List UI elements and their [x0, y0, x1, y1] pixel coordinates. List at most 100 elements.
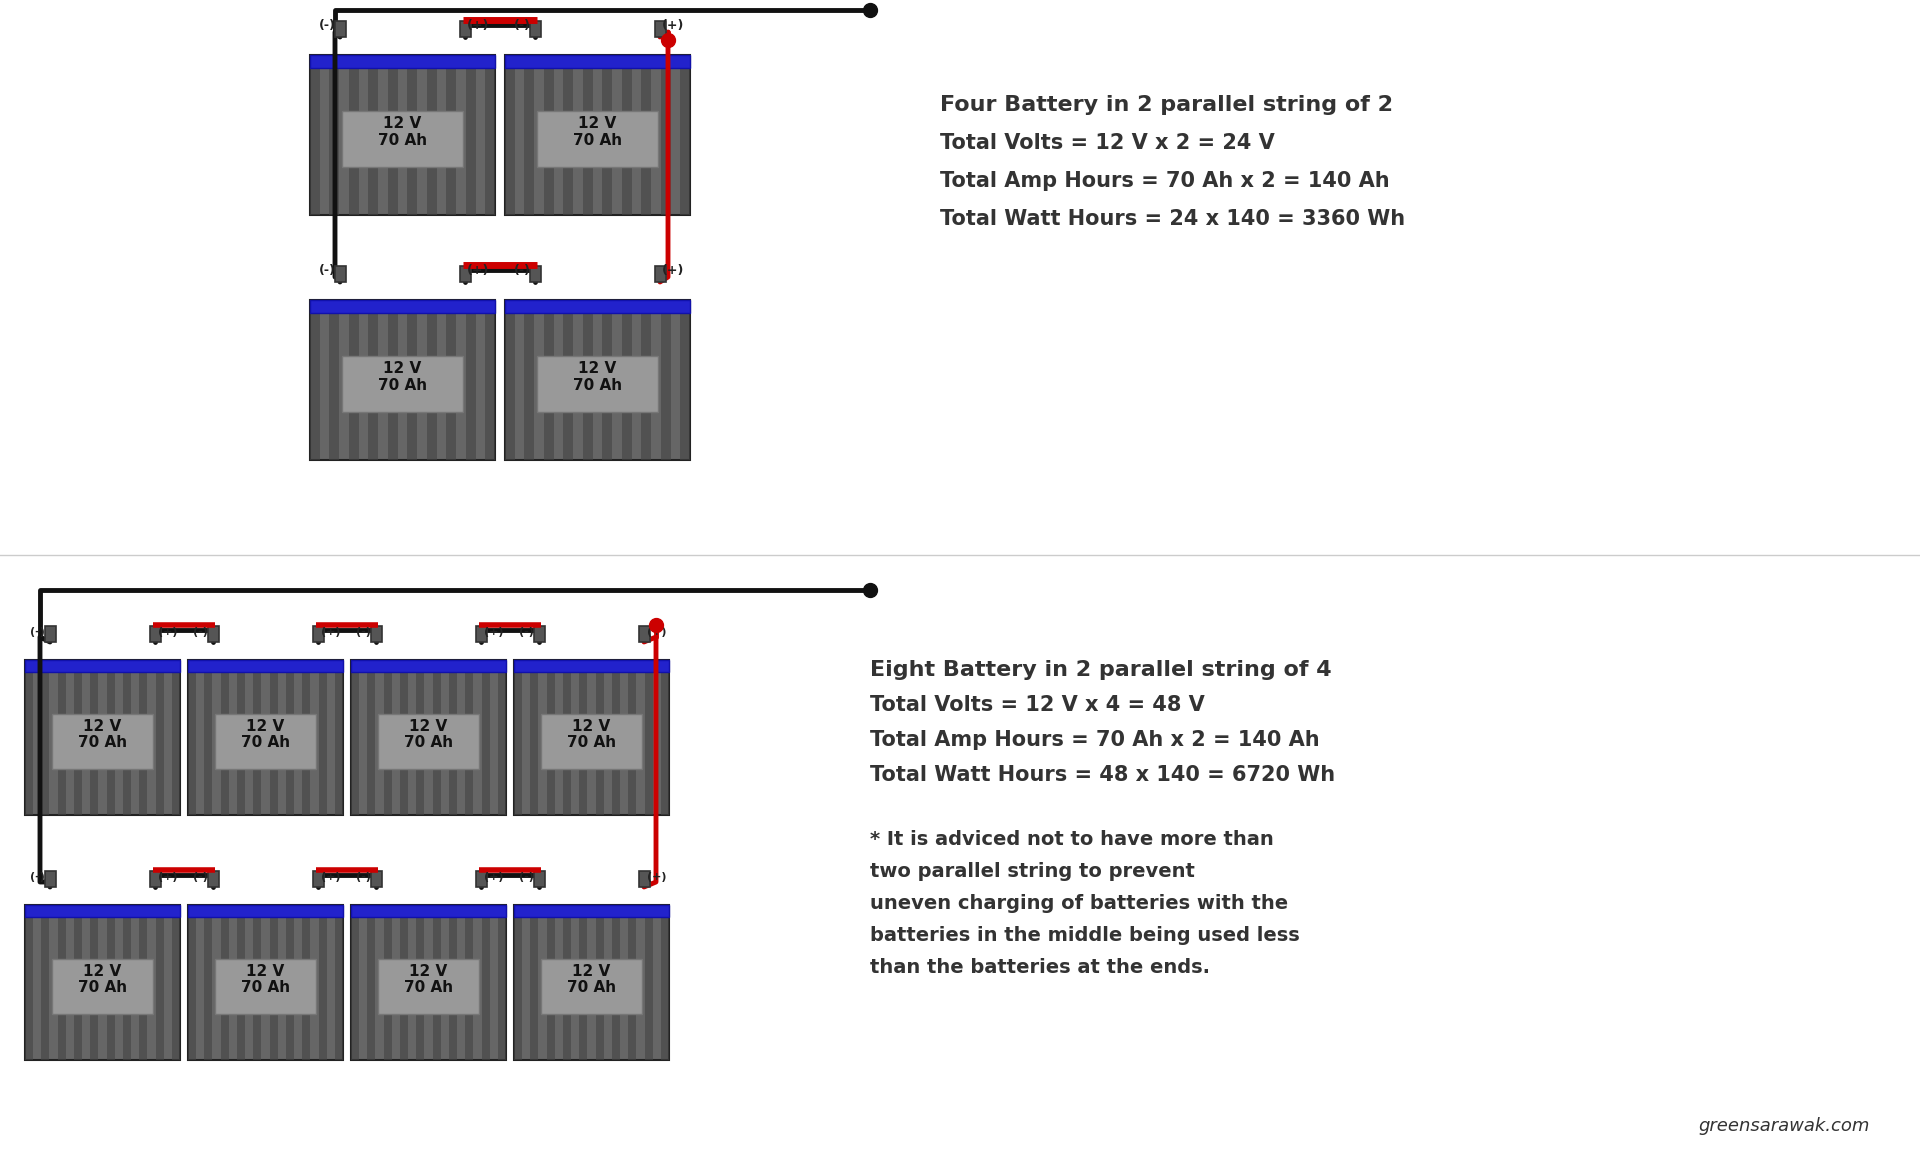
Bar — [204, 659, 213, 815]
Bar — [309, 300, 495, 460]
Bar — [215, 714, 317, 769]
Text: greensarawak.com: greensarawak.com — [1699, 1117, 1870, 1135]
Bar — [25, 659, 180, 815]
Bar — [207, 871, 219, 887]
Bar — [188, 659, 196, 815]
Bar — [334, 266, 346, 282]
Bar — [563, 659, 570, 815]
Bar — [639, 626, 649, 642]
Bar — [563, 906, 570, 1060]
Bar — [476, 626, 486, 642]
Bar — [319, 659, 326, 815]
Bar — [505, 300, 689, 460]
Bar — [530, 266, 541, 282]
Bar — [221, 659, 228, 815]
Bar — [563, 300, 574, 460]
Bar — [188, 906, 344, 1060]
Bar — [543, 55, 553, 215]
Bar — [309, 300, 321, 460]
Bar — [641, 55, 651, 215]
Bar — [384, 659, 392, 815]
Text: (+): (+) — [647, 627, 666, 637]
Bar — [388, 55, 397, 215]
Bar — [534, 626, 545, 642]
Bar — [641, 300, 651, 460]
Bar — [367, 906, 376, 1060]
Bar — [534, 871, 545, 887]
Bar — [595, 906, 603, 1060]
Bar — [505, 55, 689, 215]
Bar — [173, 659, 180, 815]
Bar — [465, 659, 474, 815]
Text: 12 V: 12 V — [384, 361, 422, 376]
Bar — [108, 906, 115, 1060]
Bar — [407, 300, 417, 460]
Bar — [309, 55, 495, 215]
Bar — [482, 906, 490, 1060]
Text: (+): (+) — [467, 264, 490, 277]
Text: Total Volts = 12 V x 4 = 48 V: Total Volts = 12 V x 4 = 48 V — [870, 695, 1204, 715]
Bar — [269, 659, 278, 815]
Text: Total Amp Hours = 70 Ah x 2 = 140 Ah: Total Amp Hours = 70 Ah x 2 = 140 Ah — [870, 730, 1319, 750]
Bar — [407, 55, 417, 215]
Text: (+): (+) — [467, 19, 490, 33]
Bar — [584, 55, 593, 215]
Text: Total Watt Hours = 24 x 140 = 3360 Wh: Total Watt Hours = 24 x 140 = 3360 Wh — [941, 209, 1405, 229]
Text: 70 Ah: 70 Ah — [378, 132, 426, 147]
Bar — [547, 659, 555, 815]
Bar — [584, 300, 593, 460]
Text: two parallel string to prevent: two parallel string to prevent — [870, 861, 1194, 881]
Bar — [639, 871, 649, 887]
Bar — [221, 906, 228, 1060]
Bar — [426, 300, 436, 460]
Bar — [505, 55, 515, 215]
Text: (-): (-) — [29, 872, 44, 882]
Text: 12 V: 12 V — [578, 116, 616, 131]
Bar — [173, 906, 180, 1060]
Bar — [313, 626, 323, 642]
Bar — [595, 659, 603, 815]
Bar — [204, 906, 213, 1060]
Bar — [44, 626, 56, 642]
Bar — [486, 55, 495, 215]
Text: 12 V: 12 V — [384, 116, 422, 131]
Bar — [515, 659, 668, 815]
Bar — [351, 906, 359, 1060]
Bar — [42, 659, 50, 815]
Bar — [108, 659, 115, 815]
Text: (+): (+) — [321, 627, 340, 637]
Bar — [524, 55, 534, 215]
Bar — [25, 659, 33, 815]
Bar — [378, 714, 478, 769]
Bar — [449, 659, 457, 815]
Text: 70 Ah: 70 Ah — [403, 735, 453, 750]
Bar — [334, 659, 344, 815]
Bar — [378, 959, 478, 1014]
Text: (-): (-) — [319, 264, 336, 277]
Bar — [628, 659, 636, 815]
Text: Eight Battery in 2 parallel string of 4: Eight Battery in 2 parallel string of 4 — [870, 659, 1332, 680]
Bar — [236, 659, 246, 815]
Bar — [309, 55, 495, 67]
Text: 12 V: 12 V — [409, 719, 447, 734]
Bar — [603, 300, 612, 460]
Text: 12 V: 12 V — [572, 719, 611, 734]
Text: Total Volts = 12 V x 2 = 24 V: Total Volts = 12 V x 2 = 24 V — [941, 134, 1275, 153]
Bar — [530, 659, 538, 815]
Text: (-): (-) — [355, 872, 371, 882]
Bar — [515, 906, 522, 1060]
Text: Total Watt Hours = 48 x 140 = 6720 Wh: Total Watt Hours = 48 x 140 = 6720 Wh — [870, 765, 1334, 785]
Bar — [140, 659, 148, 815]
Text: 12 V: 12 V — [246, 719, 284, 734]
Text: (+): (+) — [662, 19, 684, 33]
Bar — [75, 659, 83, 815]
Bar — [655, 266, 666, 282]
Bar — [505, 300, 689, 312]
Text: * It is adviced not to have more than: * It is adviced not to have more than — [870, 830, 1273, 849]
Text: 70 Ah: 70 Ah — [572, 132, 622, 147]
Bar — [530, 21, 541, 37]
Bar — [467, 300, 476, 460]
Bar — [399, 906, 409, 1060]
Text: uneven charging of batteries with the: uneven charging of batteries with the — [870, 894, 1288, 913]
Bar — [351, 659, 507, 815]
